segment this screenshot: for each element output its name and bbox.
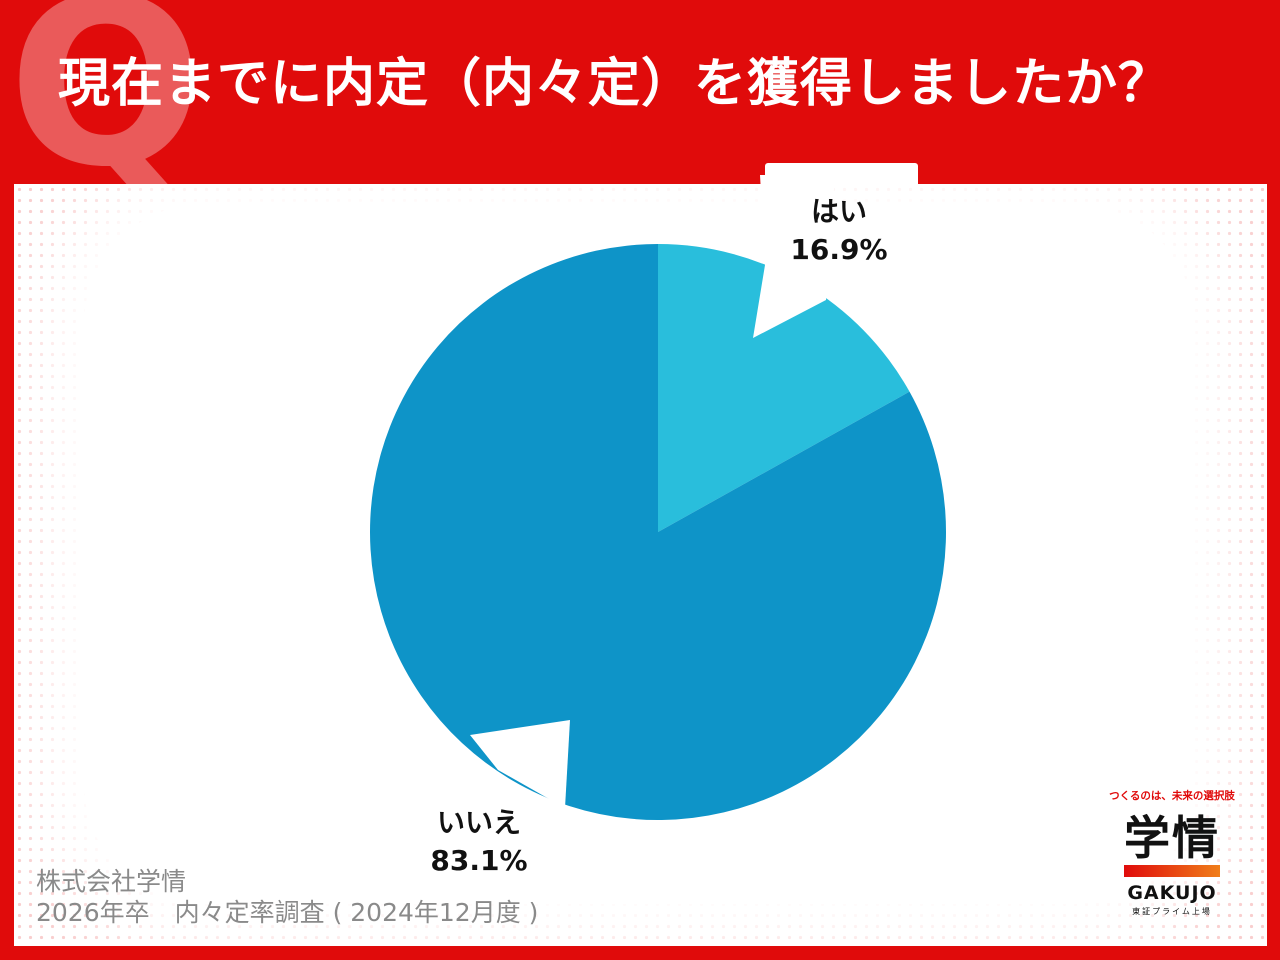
label-notch-yes <box>753 175 835 338</box>
source-survey: 2026年卒 内々定率調査 ( 2024年12月度 ) <box>36 898 539 927</box>
label-notch-no <box>470 720 570 808</box>
logo-roman: GAKUJO <box>1127 882 1217 904</box>
logo-brand: 学情 <box>1124 811 1220 865</box>
gakujo-logo: つくるのは、未来の選択肢 学情 GAKUJO 東証プライム上場 <box>1098 784 1246 924</box>
slice-label-yes: はい <box>811 195 867 228</box>
logo-tagline: つくるのは、未来の選択肢 <box>1109 790 1235 802</box>
logo-bar <box>1124 865 1220 877</box>
slice-label-no: いいえ <box>437 806 521 839</box>
slice-value-yes: 16.9% <box>790 233 887 266</box>
q-mark: Q <box>8 0 204 218</box>
slice-value-no: 83.1% <box>430 844 527 877</box>
logo-listing: 東証プライム上場 <box>1132 907 1212 916</box>
source-company: 株式会社学情 <box>36 867 187 896</box>
pie-slice-yes <box>658 244 910 532</box>
source-note: 株式会社学情 2026年卒 内々定率調査 ( 2024年12月度 ) <box>36 866 538 928</box>
page-title: 現在までに内定（内々定）を獲得しましたか？ <box>58 54 1172 114</box>
pie-slice-no <box>370 244 947 820</box>
